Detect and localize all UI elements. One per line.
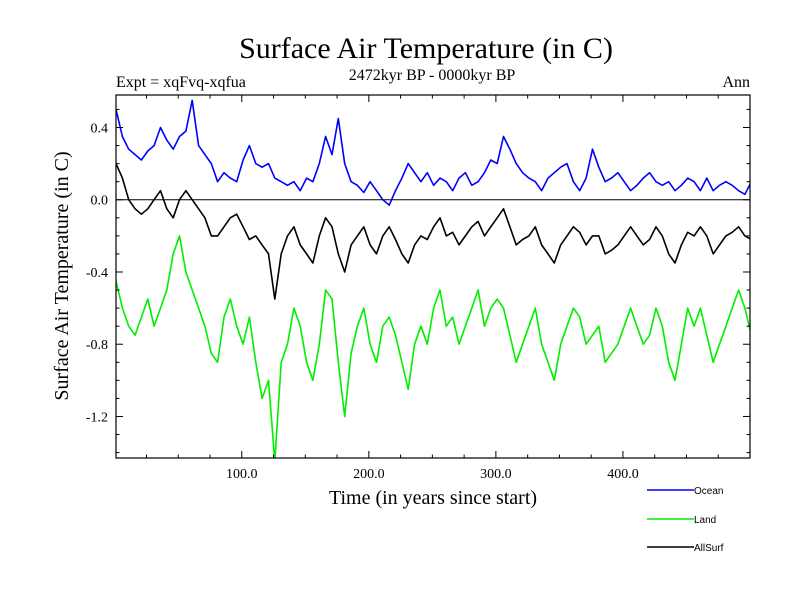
y-tick-label: -0.8	[86, 338, 108, 353]
season-label: Ann	[722, 74, 750, 91]
x-tick-label: 400.0	[607, 467, 639, 482]
legend-label-ocean: Ocean	[694, 486, 723, 497]
x-tick-label: 200.0	[353, 467, 385, 482]
chart-title: Surface Air Temperature (in C)	[239, 32, 613, 65]
y-axis-label: Surface Air Temperature (in C)	[51, 151, 73, 400]
series-line-ocean	[116, 99, 750, 206]
y-tick-label: 0.4	[91, 122, 109, 137]
chart-subtitle: 2472kyr BP - 0000kyr BP	[349, 67, 516, 84]
x-tick-label: 100.0	[226, 467, 258, 482]
x-axis-label: Time (in years since start)	[329, 487, 537, 509]
legend-label-land: Land	[694, 515, 716, 526]
experiment-label: Expt = xqFvq-xqfua	[116, 74, 246, 91]
legend-label-allsurf: AllSurf	[694, 543, 724, 554]
y-tick-label: -0.4	[86, 266, 108, 281]
plot-frame	[115, 94, 751, 459]
tick-group: 0.4 0.0 -0.4 -0.8 -1.2 100.0 200.0 300.0 400.0	[86, 95, 750, 482]
legend: Ocean Land AllSurf	[647, 486, 724, 554]
x-tick-label: 300.0	[480, 467, 512, 482]
y-tick-label: -1.2	[86, 410, 108, 425]
series-line-allsurf	[116, 163, 750, 300]
plot-series-group	[116, 99, 750, 458]
series-line-land	[116, 235, 750, 458]
y-tick-label: 0.0	[91, 194, 109, 209]
